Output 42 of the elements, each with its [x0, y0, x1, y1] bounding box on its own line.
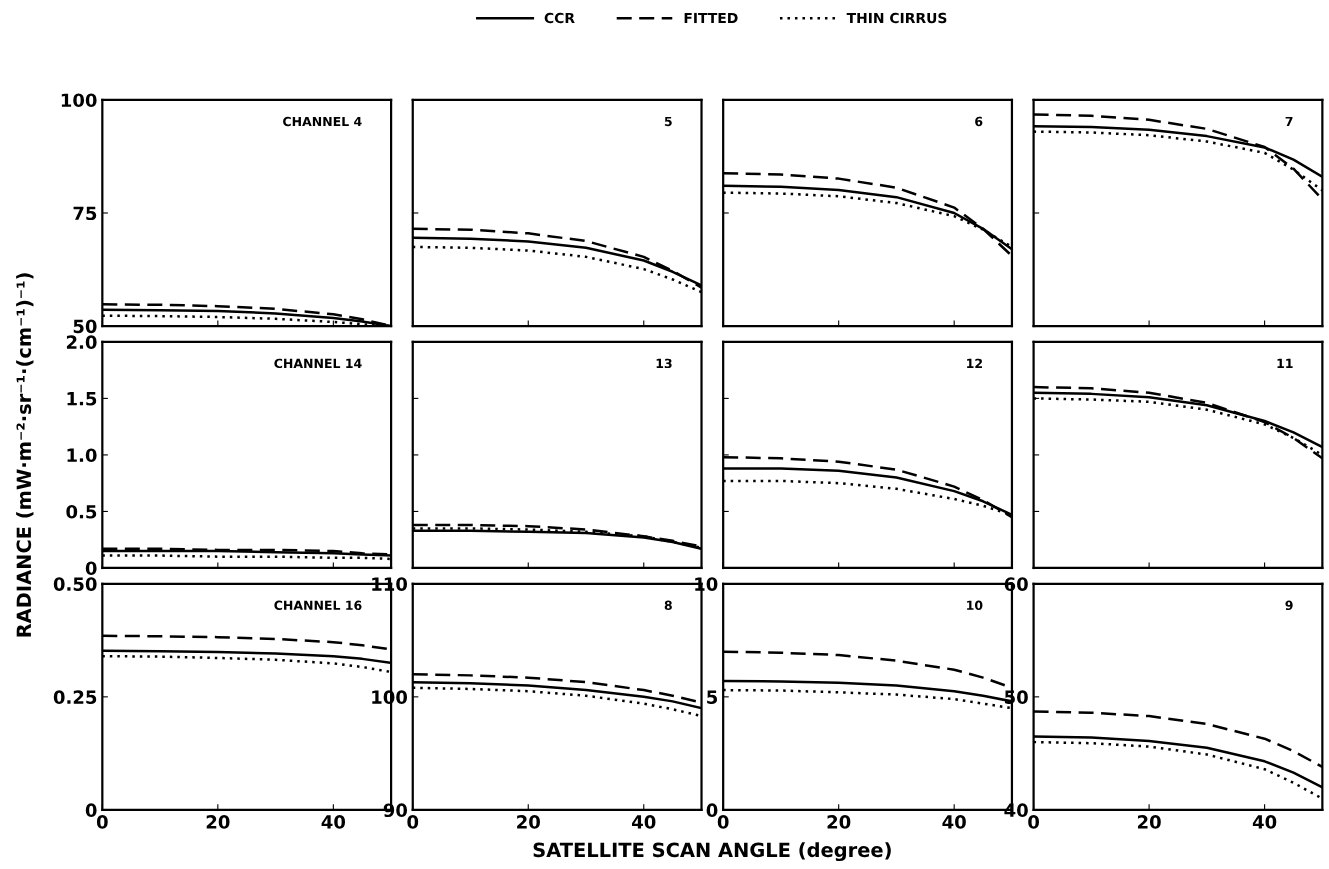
- x-tick-label: 0: [407, 815, 419, 829]
- x-tick-label: 0: [96, 815, 108, 829]
- annotation: CHANNEL 4: [283, 116, 362, 127]
- x-tick-label: 20: [206, 815, 230, 829]
- x-tick-label: 20: [1137, 815, 1161, 829]
- annotation: 12: [967, 358, 982, 368]
- y-tick-label: 0.5: [66, 504, 97, 519]
- annotation: 8: [664, 600, 672, 611]
- legend-label: CCR: [544, 12, 575, 24]
- annotation: CHANNEL 16: [274, 600, 362, 611]
- annotation: 5: [664, 116, 672, 127]
- y-axis-title: RADIANCE (mW·m⁻²·sr⁻¹·(cm⁻¹)⁻¹): [16, 273, 34, 637]
- x-tick-label: 20: [827, 815, 851, 829]
- y-tick-label: 5: [707, 690, 718, 704]
- legend-label: THIN CIRRUS: [846, 12, 947, 24]
- x-tick-label: 40: [1252, 815, 1277, 829]
- x-tick-label: 40: [942, 815, 966, 829]
- x-axis-title: SATELLITE SCAN ANGLE (degree): [533, 842, 891, 862]
- legend-label: FITTED: [684, 12, 738, 24]
- y-tick-label: 0: [85, 803, 97, 818]
- y-tick-label: 50: [73, 319, 97, 334]
- annotation: 9: [1285, 600, 1293, 611]
- y-tick-label: 0: [85, 561, 97, 576]
- x-tick-label: 40: [632, 815, 656, 829]
- y-tick-label: 1.5: [67, 392, 97, 406]
- x-tick-label: 0: [717, 815, 729, 829]
- annotation: 11: [1277, 358, 1293, 368]
- annotation: 6: [975, 116, 983, 127]
- annotation: CHANNEL 14: [274, 358, 362, 369]
- y-tick-label: 75: [73, 206, 97, 221]
- annotation: 7: [1285, 116, 1293, 126]
- y-tick-label: 0: [706, 803, 718, 818]
- y-tick-label: 1.0: [67, 448, 97, 463]
- annotation: 13: [656, 358, 672, 369]
- y-tick-label: 100: [61, 93, 97, 108]
- x-tick-label: 40: [321, 815, 346, 829]
- y-tick-label: 0.25: [53, 690, 97, 704]
- x-tick-label: 20: [517, 815, 540, 829]
- y-tick-label: 2.0: [66, 335, 97, 349]
- x-tick-label: 0: [1028, 815, 1040, 829]
- y-tick-label: 0.50: [53, 577, 97, 591]
- annotation: 10: [967, 600, 983, 611]
